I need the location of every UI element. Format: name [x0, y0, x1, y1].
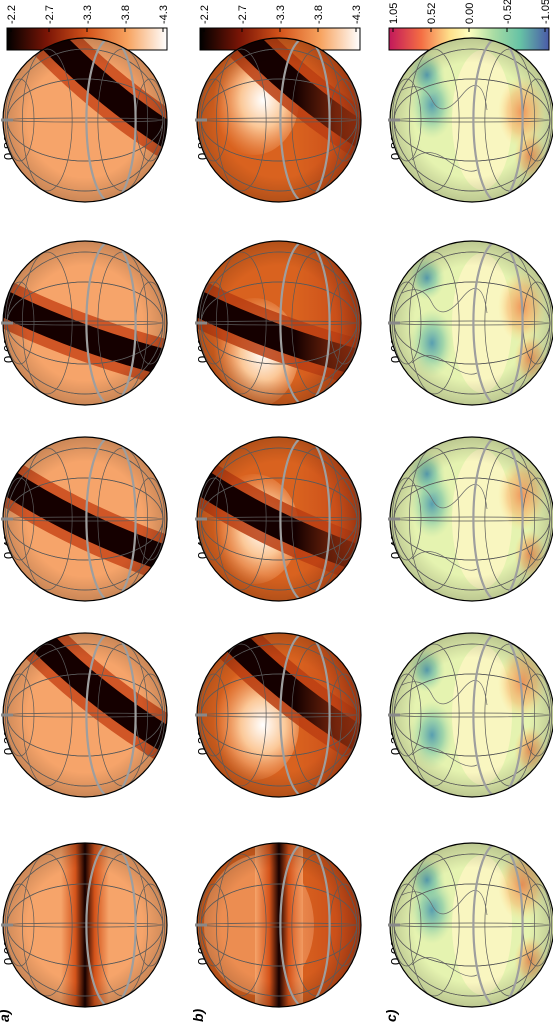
- colorbar-tick-label: -0.52: [502, 0, 514, 24]
- colorbar-tick-label: -2.2: [199, 5, 211, 24]
- colorbar-tick-label: -3.3: [275, 5, 287, 24]
- colorbar-tick-label: -3.8: [120, 5, 132, 24]
- colorbar-tick-label: -2.7: [237, 5, 249, 24]
- sphere-map-b-0: [195, 842, 362, 1008]
- sphere-map-a-4: [1, 37, 168, 203]
- sphere-map-c-1: [388, 632, 553, 798]
- sphere-map-b-3: [195, 240, 362, 406]
- colorbar-tick-label: 0.00: [464, 3, 476, 24]
- colorbar-tick-label: 0.52: [426, 3, 438, 24]
- colorbar-tick-label: -3.8: [313, 5, 325, 24]
- sphere-map-c-0: [388, 842, 553, 1008]
- sphere-map-c-2: [388, 436, 553, 602]
- colorbar-tick-label: -2.7: [44, 5, 56, 24]
- panel-label-b: b): [190, 1008, 206, 1022]
- colorbar-tick-label: -2.2: [6, 5, 18, 24]
- colorbar-tick-label: 1.05: [388, 3, 400, 24]
- panel-label-a: a): [0, 1009, 12, 1022]
- sphere-map-c-3: [388, 240, 553, 406]
- colorbar-tick-label: -1.05: [540, 0, 552, 24]
- sphere-map-a-0: [1, 842, 168, 1008]
- sphere-map-a-1: [1, 632, 168, 798]
- sphere-map-a-3: [1, 240, 168, 406]
- panel-label-c: c): [383, 1009, 399, 1022]
- colorbar-tick-label: -4.3: [158, 5, 170, 24]
- sphere-map-b-1: [195, 632, 362, 798]
- sphere-map-c-4: [388, 37, 553, 203]
- colorbar-tick-label: -4.3: [351, 5, 363, 24]
- colorbar-tick-label: -3.3: [82, 5, 94, 24]
- sphere-map-b-4: [195, 37, 362, 203]
- sphere-map-b-2: [195, 436, 362, 602]
- sphere-map-a-2: [1, 436, 168, 602]
